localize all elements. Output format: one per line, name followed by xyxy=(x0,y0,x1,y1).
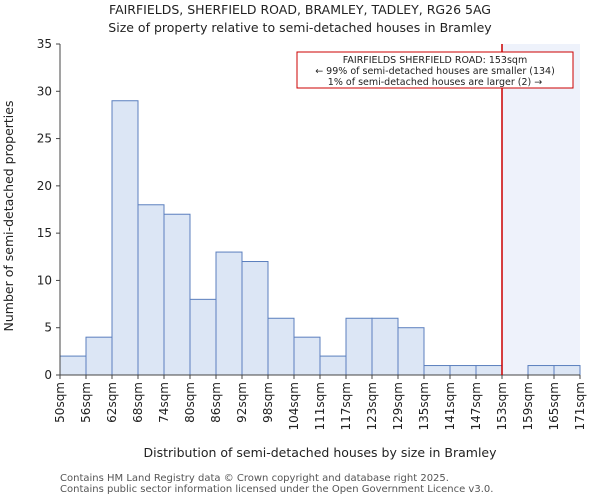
x-tick-label-50sqm: 50sqm xyxy=(53,382,67,423)
bar-135sqm xyxy=(423,365,451,376)
annotation-line3: 1% of semi-detached houses are larger (2… xyxy=(328,77,542,88)
bar-86sqm xyxy=(215,251,243,376)
highlight-region xyxy=(502,44,580,375)
y-tick-label-25: 25 xyxy=(37,132,52,146)
y-tick-label-15: 15 xyxy=(37,226,52,240)
bar-129sqm xyxy=(397,327,425,376)
chart-title-line2: Size of property relative to semi-detach… xyxy=(108,20,492,35)
footer-line2: Contains public sector information licen… xyxy=(60,484,494,495)
bar-104sqm xyxy=(293,336,321,376)
y-tick-label-30: 30 xyxy=(37,84,52,98)
x-tick-label-62sqm: 62sqm xyxy=(105,382,119,423)
x-tick-label-104sqm: 104sqm xyxy=(287,382,301,430)
x-tick-label-171sqm: 171sqm xyxy=(573,382,587,430)
x-tick-label-165sqm: 165sqm xyxy=(547,382,561,430)
annotation-border xyxy=(296,51,574,89)
x-tick-label-123sqm: 123sqm xyxy=(365,382,379,430)
x-tick-label-92sqm: 92sqm xyxy=(235,382,249,423)
y-tick-label-10: 10 xyxy=(37,273,52,287)
bar-92sqm xyxy=(241,261,269,376)
annotation-box: FAIRFIELDS SHERFIELD ROAD: 153sqm ← 99% … xyxy=(296,51,574,89)
x-tick-label-147sqm: 147sqm xyxy=(469,382,483,430)
footer-line1: Contains HM Land Registry data © Crown c… xyxy=(60,473,449,484)
bar-74sqm xyxy=(163,213,191,376)
x-tick-label-86sqm: 86sqm xyxy=(209,382,223,423)
x-tick-label-68sqm: 68sqm xyxy=(131,382,145,423)
bar-159sqm xyxy=(527,365,555,376)
bar-98sqm xyxy=(267,317,295,376)
x-axis-label: Distribution of semi-detached houses by … xyxy=(143,445,497,460)
bar-123sqm xyxy=(371,317,399,376)
bar-62sqm xyxy=(111,100,139,376)
x-tick-label-117sqm: 117sqm xyxy=(339,382,353,430)
bar-56sqm xyxy=(85,336,113,376)
x-tick-label-98sqm: 98sqm xyxy=(261,382,275,423)
bar-165sqm xyxy=(553,365,581,376)
x-tick-label-159sqm: 159sqm xyxy=(521,382,535,430)
bar-147sqm xyxy=(475,365,503,376)
x-tick-label-56sqm: 56sqm xyxy=(79,382,93,423)
bar-80sqm xyxy=(189,298,217,376)
chart-title-line1: FAIRFIELDS, SHERFIELD ROAD, BRAMLEY, TAD… xyxy=(109,2,491,17)
y-axis-label: Number of semi-detached properties xyxy=(1,101,16,332)
bar-117sqm xyxy=(345,317,373,376)
y-tick-label-0: 0 xyxy=(44,368,52,382)
annotation-line1: FAIRFIELDS SHERFIELD ROAD: 153sqm xyxy=(343,55,527,66)
x-tick-label-111sqm: 111sqm xyxy=(313,382,327,430)
annotation-line2: ← 99% of semi-detached houses are smalle… xyxy=(315,66,555,77)
bar-68sqm xyxy=(137,204,165,376)
x-tick-label-74sqm: 74sqm xyxy=(157,382,171,423)
x-tick-label-141sqm: 141sqm xyxy=(443,382,457,430)
y-tick-label-35: 35 xyxy=(37,37,52,51)
bar-111sqm xyxy=(319,355,347,376)
bar-50sqm xyxy=(59,355,87,376)
x-tick-label-80sqm: 80sqm xyxy=(183,382,197,423)
y-tick-label-5: 5 xyxy=(44,321,52,335)
y-tick-label-20: 20 xyxy=(37,179,52,193)
bar-141sqm xyxy=(449,365,477,376)
x-tick-label-135sqm: 135sqm xyxy=(417,382,431,430)
x-tick-label-129sqm: 129sqm xyxy=(391,382,405,430)
x-tick-label-153sqm: 153sqm xyxy=(495,382,509,430)
